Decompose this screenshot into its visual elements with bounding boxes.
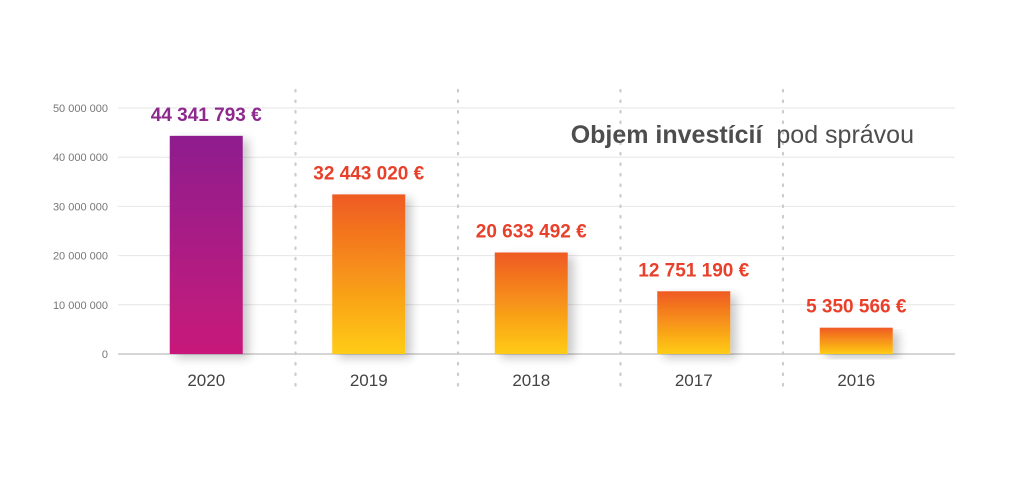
x-tick-label-2020: 2020 — [187, 371, 225, 390]
y-tick-label: 30 000 000 — [53, 201, 108, 213]
value-label-2016: 5 350 566 € — [806, 297, 907, 318]
x-tick-label-2017: 2017 — [675, 371, 713, 390]
bar-2017 — [657, 291, 731, 354]
bar-2019 — [332, 194, 406, 354]
y-tick-label: 20 000 000 — [53, 251, 108, 263]
bar-2016 — [819, 327, 893, 354]
x-tick-label-2018: 2018 — [512, 371, 550, 390]
value-label-2019: 32 443 020 € — [313, 163, 424, 184]
value-label-2018: 20 633 492 € — [476, 221, 587, 242]
x-tick-label-2016: 2016 — [837, 371, 875, 390]
y-tick-label: 0 — [102, 349, 108, 361]
x-tick-label-2019: 2019 — [350, 371, 388, 390]
y-tick-label: 40 000 000 — [53, 152, 108, 164]
bar-2020 — [169, 135, 243, 354]
value-label-2020: 44 341 793 € — [151, 105, 262, 126]
bars-layer — [169, 135, 893, 354]
chart-title-rest: pod správou — [776, 121, 914, 149]
divider-layer — [294, 88, 785, 394]
bar-2018 — [494, 252, 568, 354]
chart-title-bold: Objem investícií — [571, 121, 764, 149]
value-label-2017: 12 751 190 € — [638, 260, 749, 281]
labels-layer: 0 10 000 000 20 000 000 30 000 000 40 000 00… — [53, 103, 907, 390]
y-tick-label: 10 000 000 — [53, 300, 108, 312]
chart-title: Objem investícií pod správou — [571, 121, 914, 149]
y-tick-label: 50 000 000 — [53, 103, 108, 115]
